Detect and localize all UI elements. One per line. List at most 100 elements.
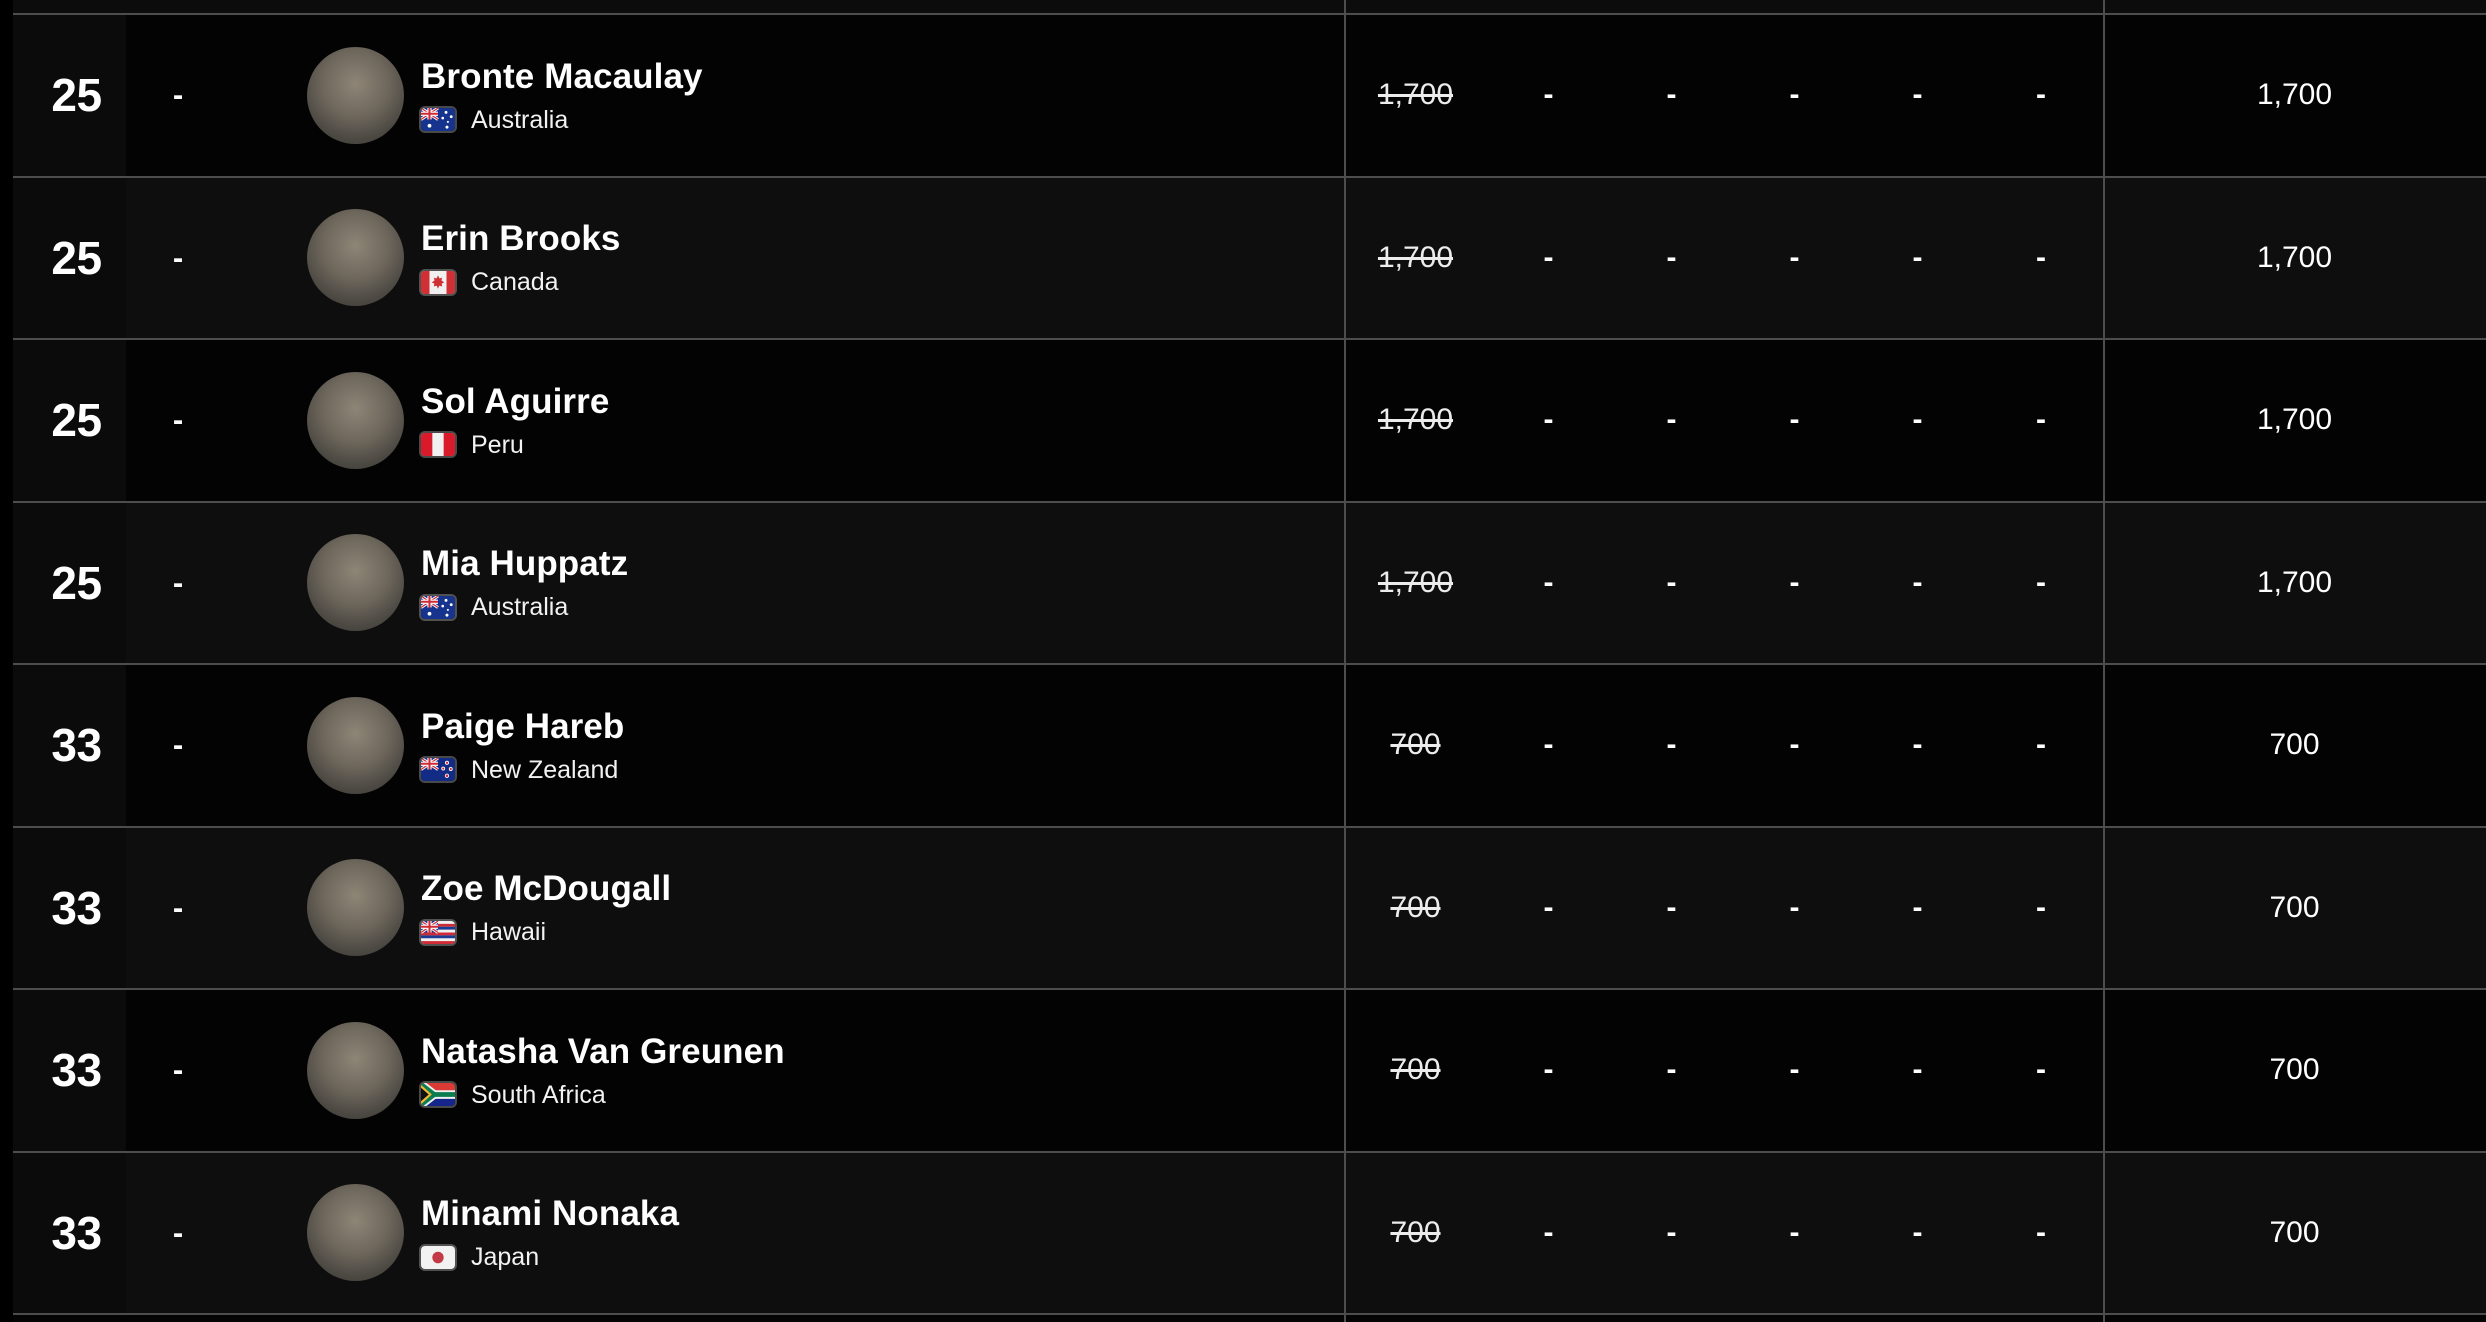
event-score: - xyxy=(1666,240,1677,274)
ranking-row[interactable]: 25 - Bronte Macaulay Australia 1,700 - -… xyxy=(13,13,2486,176)
movement-indicator: - xyxy=(172,77,184,113)
rank-cell: 33 xyxy=(13,990,126,1151)
ranking-row[interactable]: 25 - Erin Brooks Canada 1,700 - - - - - … xyxy=(13,175,2486,338)
total-points: 1,700 xyxy=(2256,565,2333,599)
event-score: - xyxy=(1912,403,1923,437)
event-score: - xyxy=(1543,890,1554,924)
movement-indicator: - xyxy=(172,1214,184,1250)
australia-flag-icon xyxy=(421,595,455,619)
event-score: - xyxy=(1912,1053,1923,1087)
athlete-country: New Zealand xyxy=(471,755,619,784)
event-score: - xyxy=(1543,565,1554,599)
rank-cell: 33 xyxy=(13,827,126,988)
australia-flag-icon xyxy=(421,108,455,132)
event-score: - xyxy=(1789,890,1800,924)
event-score-dropped: 1,700 xyxy=(1377,240,1454,274)
rank-cell: 25 xyxy=(13,177,126,338)
event-score: - xyxy=(1789,1053,1800,1087)
event-score: - xyxy=(1543,78,1554,112)
event-score: - xyxy=(1912,240,1923,274)
rank-cell: 33 xyxy=(13,1152,126,1313)
column-divider xyxy=(2103,0,2105,1322)
event-score: - xyxy=(1912,890,1923,924)
ranking-row[interactable]: 33 - Minami Nonaka Japan 700 - - - - - 7… xyxy=(13,1150,2486,1313)
athlete-country: Canada xyxy=(471,268,559,297)
event-score-dropped: 1,700 xyxy=(1377,565,1454,599)
movement-indicator: - xyxy=(172,564,184,600)
athlete-avatar xyxy=(307,209,404,307)
event-score: - xyxy=(1912,78,1923,112)
ranking-row[interactable]: 25 - Sol Aguirre Peru 1,700 - - - - - 1,… xyxy=(13,338,2486,501)
athlete-cell: Minami Nonaka Japan xyxy=(230,1184,1344,1282)
ranking-row[interactable]: 25 - Mia Huppatz Australia 1,700 - - - -… xyxy=(13,500,2486,663)
event-score: - xyxy=(1789,240,1800,274)
athlete-avatar xyxy=(307,696,404,794)
event-score-dropped: 700 xyxy=(1390,890,1441,924)
canada-flag-icon xyxy=(421,270,455,294)
athlete-name: Minami Nonaka xyxy=(421,1194,680,1234)
event-score: - xyxy=(1912,565,1923,599)
movement-indicator: - xyxy=(172,402,184,438)
athlete-avatar xyxy=(307,46,404,144)
event-score: - xyxy=(1543,1215,1554,1249)
athlete-name: Bronte Macaulay xyxy=(421,56,703,96)
ranking-row[interactable]: 33 - Natasha Van Greunen South Africa 70… xyxy=(13,988,2486,1151)
event-score: - xyxy=(1789,1215,1800,1249)
athlete-avatar xyxy=(307,534,404,632)
event-score: - xyxy=(1789,78,1800,112)
ranking-row[interactable]: 33 - Paige Hareb New Zealand 700 - - - -… xyxy=(13,663,2486,826)
event-score: - xyxy=(1666,1053,1677,1087)
event-score: - xyxy=(2036,565,2046,599)
ranking-row[interactable]: 33 - Zoe McDougall Hawaii 700 - - - - - … xyxy=(13,825,2486,988)
event-score: - xyxy=(2036,1053,2046,1087)
athlete-country: Australia xyxy=(471,593,569,622)
total-points: 1,700 xyxy=(2256,78,2333,112)
athlete-country: South Africa xyxy=(471,1080,606,1109)
total-points: 700 xyxy=(2269,1053,2320,1087)
event-score: - xyxy=(1666,403,1677,437)
athlete-name: Erin Brooks xyxy=(421,219,621,259)
athlete-country: Peru xyxy=(471,430,524,459)
athlete-cell: Zoe McDougall Hawaii xyxy=(230,859,1344,957)
athlete-name: Paige Hareb xyxy=(421,706,625,746)
peru-flag-icon xyxy=(421,433,455,457)
event-score: - xyxy=(2036,728,2046,762)
event-score: - xyxy=(1666,728,1677,762)
event-score-dropped: 1,700 xyxy=(1377,78,1454,112)
event-score: - xyxy=(2036,78,2046,112)
athlete-name: Zoe McDougall xyxy=(421,869,672,909)
rank-cell: 33 xyxy=(13,665,126,826)
movement-indicator: - xyxy=(172,1052,184,1088)
event-score: - xyxy=(2036,403,2046,437)
athlete-country: Australia xyxy=(471,105,569,134)
new-zealand-flag-icon xyxy=(421,758,455,782)
rankings-table: 25 - Bronte Macaulay Australia 1,700 - -… xyxy=(13,0,2486,1322)
south-africa-flag-icon xyxy=(421,1083,455,1107)
event-score-dropped: 700 xyxy=(1390,1053,1441,1087)
athlete-name: Mia Huppatz xyxy=(421,544,629,584)
athlete-country: Hawaii xyxy=(471,918,547,947)
athlete-cell: Mia Huppatz Australia xyxy=(230,534,1344,632)
event-score: - xyxy=(1666,890,1677,924)
event-score: - xyxy=(2036,1215,2046,1249)
previous-row-edge xyxy=(13,0,2486,13)
athlete-avatar xyxy=(307,859,404,957)
athlete-country: Japan xyxy=(471,1243,540,1272)
rank-cell: 25 xyxy=(13,502,126,663)
event-score-dropped: 700 xyxy=(1390,1215,1441,1249)
rank-cell: 25 xyxy=(13,15,126,176)
movement-indicator: - xyxy=(172,239,184,275)
total-points: 700 xyxy=(2269,728,2320,762)
athlete-cell: Sol Aguirre Peru xyxy=(230,371,1344,469)
event-score: - xyxy=(1666,78,1677,112)
athlete-avatar xyxy=(307,1184,404,1282)
rank-cell: 25 xyxy=(13,340,126,501)
event-score: - xyxy=(1666,565,1677,599)
total-points: 1,700 xyxy=(2256,403,2333,437)
event-score: - xyxy=(2036,890,2046,924)
event-score: - xyxy=(1789,565,1800,599)
event-score: - xyxy=(1912,728,1923,762)
total-points: 700 xyxy=(2269,1215,2320,1249)
athlete-cell: Bronte Macaulay Australia xyxy=(230,46,1344,144)
movement-indicator: - xyxy=(172,727,184,763)
